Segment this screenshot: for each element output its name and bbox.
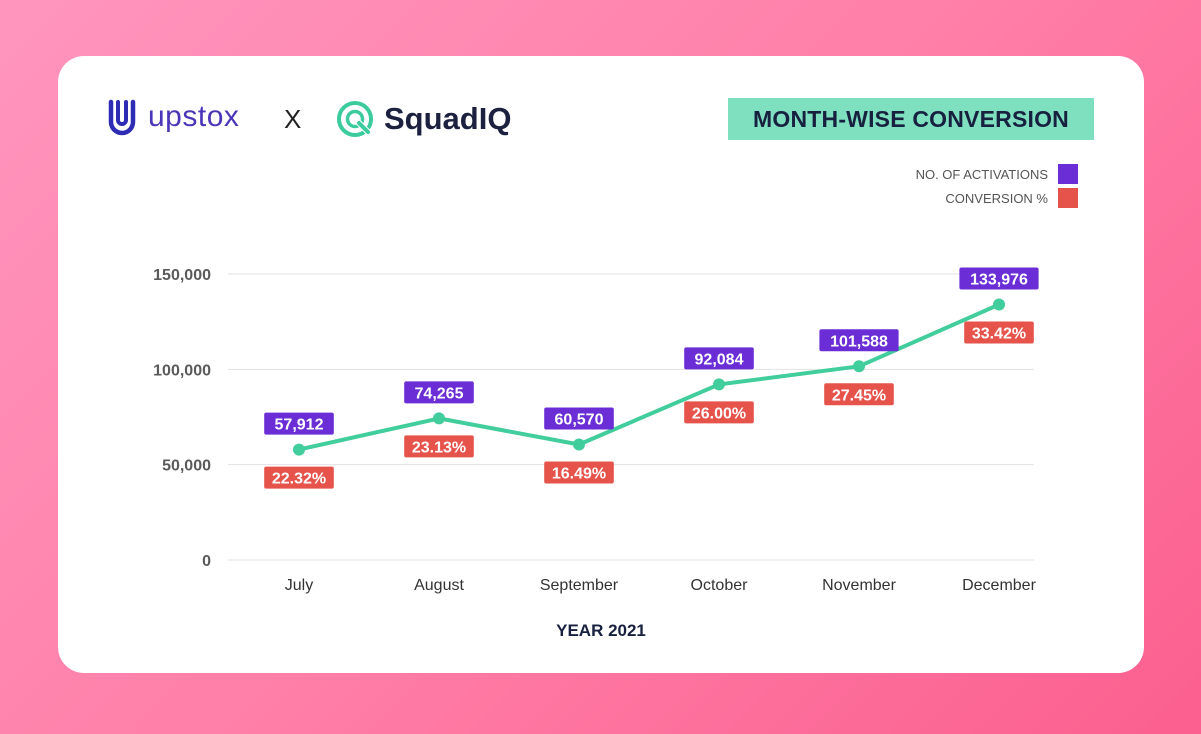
upstox-brand: upstox [108,98,239,136]
legend-item-activations: NO. OF ACTIVATIONS [916,162,1078,186]
legend-item-conversion: CONVERSION % [916,186,1078,210]
activations-data-label-text: 74,265 [415,385,464,402]
activations-data-label-text: 101,588 [830,333,888,350]
x-tick-label: September [540,577,619,594]
y-tick-label: 0 [202,553,211,570]
x-tick-label: November [822,577,896,594]
data-point [573,438,585,451]
conversion-data-label-box [684,401,754,424]
data-point [293,443,305,456]
upstox-wordmark: upstox [148,100,240,133]
x-tick-label: December [962,577,1036,594]
chart-legend: NO. OF ACTIVATIONS CONVERSION % [916,162,1078,210]
legend-swatch-conversion [1058,188,1078,208]
activations-data-label-text: 57,912 [275,417,324,434]
activations-data-label-box [684,347,754,370]
x-tick-label: July [285,577,313,594]
conversion-data-label-box [824,383,894,406]
conversion-data-label-text: 22.32% [272,471,326,488]
activations-data-label-text: 92,084 [695,351,744,368]
squadiq-brand: SquadIQ [336,100,511,138]
chart-title-badge: MONTH-WISE CONVERSION [728,98,1094,140]
y-tick-label: 100,000 [153,362,211,379]
x-tick-label: August [414,577,464,594]
x-axis-title: YEAR 2021 [556,621,646,640]
legend-swatch-activations [1058,164,1078,184]
conversion-data-label-box [404,435,474,458]
line-chart: 0 50,000 100,000 150,000 July August September… [153,267,1039,594]
activations-line [297,302,1001,452]
data-point [853,360,865,373]
activations-data-label-box [544,407,614,430]
squadiq-target-logo-icon [337,101,373,137]
y-tick-label: 50,000 [162,458,211,475]
conversion-data-label-text: 33.42% [972,326,1026,343]
squadiq-wordmark: SquadIQ [384,101,512,136]
activations-data-label-text: 60,570 [555,412,604,429]
upstox-u-logo-icon [108,99,136,136]
brand-separator: X [284,104,302,134]
conversion-data-label-box [964,321,1034,344]
activations-data-label-text: 133,976 [970,272,1028,289]
activations-data-label-box [959,267,1039,290]
y-tick-label: 150,000 [153,267,211,284]
data-point [713,378,725,391]
activations-data-label-box [404,381,474,404]
data-point [993,298,1005,311]
conversion-data-label-text: 16.49% [552,466,606,483]
conversion-data-label-text: 23.13% [412,439,466,456]
conversion-data-label-box [544,461,614,484]
activations-data-label-box [819,329,899,352]
conversion-data-label-text: 26.00% [692,405,746,422]
legend-label-conversion: CONVERSION % [945,190,1048,206]
x-tick-label: October [691,577,749,594]
legend-label-activations: NO. OF ACTIVATIONS [915,166,1048,182]
chart-card: upstox X SquadIQ MONTH-WISE CONVERSION N… [58,56,1144,673]
activations-data-label-box [264,412,334,435]
conversion-data-label-text: 27.45% [832,387,886,404]
data-point [433,412,445,425]
conversion-data-label-box [264,466,334,489]
